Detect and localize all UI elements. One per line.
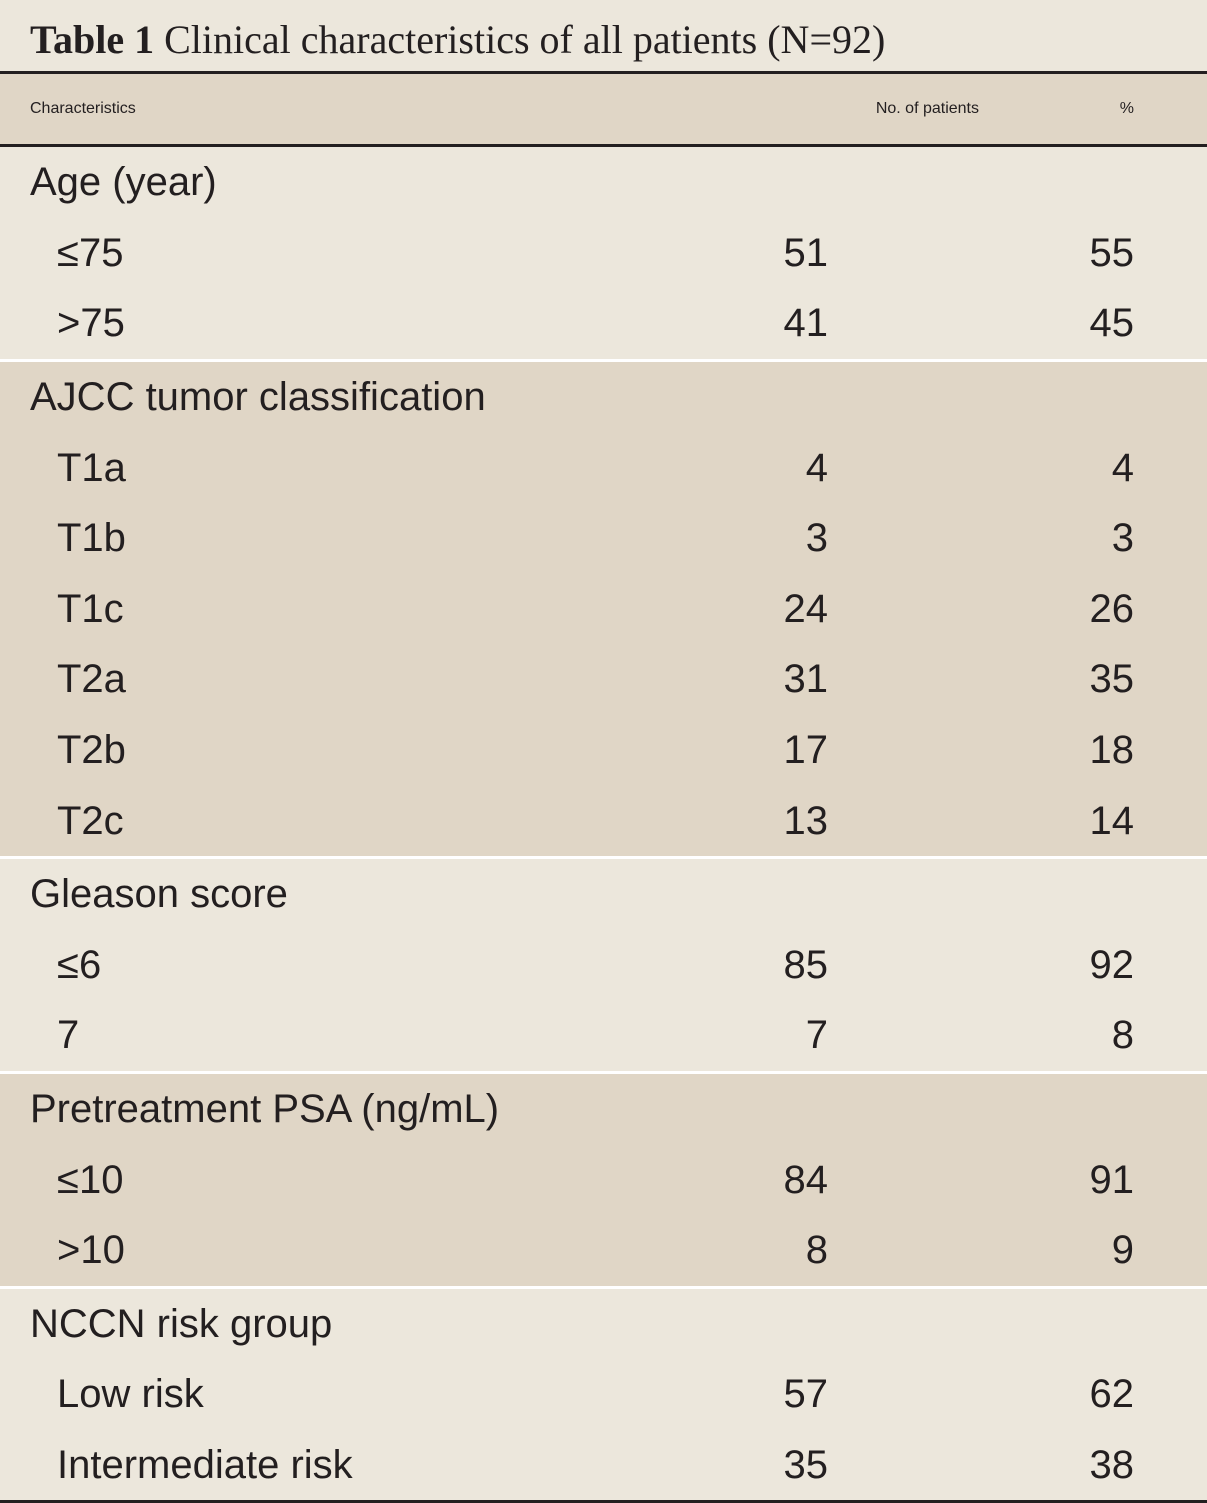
table-caption-text: Clinical characteristics of all patients… [164, 17, 885, 62]
row-patient-count: 13 [784, 797, 829, 845]
group-title-row: Age (year) [0, 147, 1207, 218]
table-row: Low risk 57 62 [0, 1359, 1207, 1430]
table-row: ≤75 51 55 [0, 218, 1207, 289]
row-patient-count: 7 [806, 1011, 828, 1059]
row-label: >10 [57, 1226, 125, 1274]
row-label: Intermediate risk [57, 1441, 353, 1489]
row-percent: 35 [1090, 655, 1135, 703]
row-percent: 55 [1090, 229, 1135, 277]
group-title: AJCC tumor classification [30, 373, 486, 421]
group-title-row: Gleason score [0, 859, 1207, 930]
row-percent: 18 [1090, 726, 1135, 774]
table-caption: Table 1 Clinical characteristics of all … [30, 14, 885, 66]
row-percent: 38 [1090, 1441, 1135, 1489]
row-patient-count: 35 [784, 1441, 829, 1489]
group-title: Gleason score [30, 870, 288, 918]
table-row: T1a 4 4 [0, 432, 1207, 503]
row-label: 7 [57, 1011, 79, 1059]
table-row: T1b 3 3 [0, 503, 1207, 574]
clinical-characteristics-table: Characteristics No. of patients % Age (y… [0, 71, 1207, 1503]
group-title-row: AJCC tumor classification [0, 362, 1207, 433]
table-row: Intermediate risk 35 38 [0, 1430, 1207, 1501]
row-percent: 91 [1090, 1156, 1135, 1204]
header-patients: No. of patients [876, 85, 979, 133]
row-label: T2a [57, 655, 126, 703]
header-characteristics: Characteristics [30, 85, 136, 133]
row-percent: 8 [1112, 1011, 1134, 1059]
row-label: Low risk [57, 1370, 204, 1418]
row-patient-count: 57 [784, 1370, 829, 1418]
group-title-row: Pretreatment PSA (ng/mL) [0, 1074, 1207, 1145]
row-label: ≤6 [57, 941, 101, 989]
row-patient-count: 3 [806, 514, 828, 562]
row-percent: 9 [1112, 1226, 1134, 1274]
row-patient-count: 17 [784, 726, 829, 774]
table-group: Gleason score ≤6 85 92 7 7 8 [0, 859, 1207, 1074]
row-label: T1c [57, 585, 124, 633]
row-label: >75 [57, 299, 125, 347]
table-row: >10 8 9 [0, 1215, 1207, 1286]
row-percent: 14 [1090, 797, 1135, 845]
row-percent: 62 [1090, 1370, 1135, 1418]
group-title-row: NCCN risk group [0, 1289, 1207, 1360]
row-patient-count: 41 [784, 299, 829, 347]
row-patient-count: 24 [784, 585, 829, 633]
row-percent: 4 [1112, 444, 1134, 492]
table-row: T2c 13 14 [0, 785, 1207, 856]
row-percent: 92 [1090, 941, 1135, 989]
row-label: T2c [57, 797, 124, 845]
row-label: T2b [57, 726, 126, 774]
group-title: NCCN risk group [30, 1300, 332, 1348]
table-row: ≤10 84 91 [0, 1144, 1207, 1215]
group-title: Pretreatment PSA (ng/mL) [30, 1085, 499, 1133]
table-header: Characteristics No. of patients % [0, 74, 1207, 147]
group-title: Age (year) [30, 158, 217, 206]
table-row: T1c 24 26 [0, 574, 1207, 645]
row-label: ≤75 [57, 229, 123, 277]
row-percent: 3 [1112, 514, 1134, 562]
table-row: ≤6 85 92 [0, 930, 1207, 1001]
row-label: T1b [57, 514, 126, 562]
table-row: T2a 31 35 [0, 644, 1207, 715]
table-row: 7 7 8 [0, 1000, 1207, 1071]
table-group: Age (year) ≤75 51 55 >75 41 45 [0, 147, 1207, 362]
row-percent: 45 [1090, 299, 1135, 347]
row-patient-count: 31 [784, 655, 829, 703]
row-patient-count: 84 [784, 1156, 829, 1204]
row-patient-count: 8 [806, 1226, 828, 1274]
row-patient-count: 85 [784, 941, 829, 989]
row-patient-count: 51 [784, 229, 829, 277]
table-row: T2b 17 18 [0, 715, 1207, 786]
table-group: Pretreatment PSA (ng/mL) ≤10 84 91 >10 8 9 [0, 1074, 1207, 1289]
table-caption-label: Table 1 [30, 17, 154, 62]
table-group: AJCC tumor classification T1a 4 4 T1b 3 3 T1c 24… [0, 362, 1207, 859]
row-label: ≤10 [57, 1156, 123, 1204]
row-patient-count: 4 [806, 444, 828, 492]
table-row: >75 41 45 [0, 288, 1207, 359]
table-body: Age (year) ≤75 51 55 >75 41 45 AJCC tumor class… [0, 147, 1207, 1503]
header-percent: % [1120, 85, 1134, 133]
row-percent: 26 [1090, 585, 1135, 633]
table-group: NCCN risk group Low risk 57 62 Intermediate … [0, 1289, 1207, 1503]
row-label: T1a [57, 444, 126, 492]
